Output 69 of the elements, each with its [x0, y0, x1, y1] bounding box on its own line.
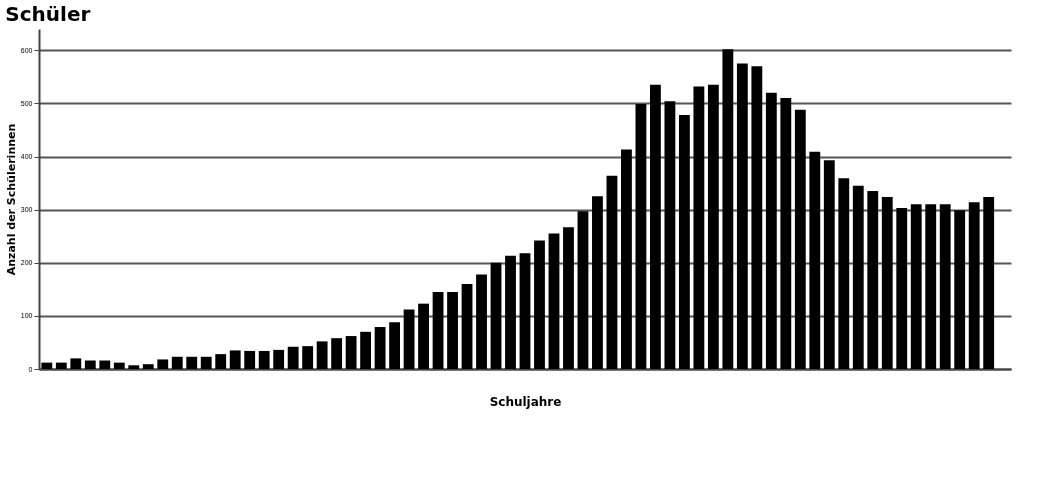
bar	[765, 92, 777, 369]
bar	[925, 204, 937, 369]
bar	[113, 362, 125, 369]
bar	[244, 350, 256, 369]
bar	[476, 274, 487, 369]
bar	[302, 346, 314, 369]
bar	[780, 98, 792, 369]
bar	[374, 327, 386, 369]
bar	[534, 240, 545, 369]
bar	[171, 356, 183, 369]
bar	[563, 227, 574, 369]
bar	[954, 210, 966, 369]
bar	[548, 233, 560, 369]
bar	[55, 362, 67, 369]
bar	[707, 84, 719, 369]
bar	[142, 364, 154, 369]
bar	[345, 336, 357, 369]
bar	[273, 349, 285, 369]
bar	[809, 151, 821, 369]
y-axis-title: Anzahl der Schülerinnen	[4, 123, 18, 276]
bar	[881, 196, 893, 369]
x-axis-title: Schuljahre	[489, 394, 562, 409]
bar	[418, 303, 429, 369]
bar	[331, 338, 343, 369]
bar	[664, 101, 676, 369]
bar	[983, 196, 995, 369]
bar	[461, 284, 473, 369]
bar	[186, 356, 198, 369]
bar	[751, 66, 763, 369]
bar	[447, 291, 458, 369]
bar	[360, 331, 372, 369]
bar	[577, 211, 589, 369]
bar	[200, 356, 212, 369]
bar	[519, 253, 531, 369]
bar	[838, 178, 850, 369]
bar	[215, 354, 227, 369]
bar	[635, 103, 647, 369]
bar	[968, 202, 980, 369]
bar	[505, 255, 516, 369]
bar	[287, 346, 299, 369]
bar	[229, 350, 241, 369]
bar	[157, 359, 169, 369]
bar	[84, 360, 96, 369]
bar	[403, 309, 415, 369]
bar	[678, 115, 690, 369]
bar	[316, 341, 328, 369]
bar	[693, 86, 705, 369]
bar	[490, 262, 502, 369]
bar	[722, 49, 734, 369]
bar	[867, 191, 879, 369]
bar	[389, 322, 401, 369]
bar	[939, 204, 951, 369]
bar	[736, 63, 748, 369]
bar	[794, 109, 806, 369]
bar	[823, 160, 835, 369]
bar	[649, 84, 661, 369]
bar	[621, 149, 632, 369]
bar	[70, 358, 82, 369]
bar	[432, 291, 444, 369]
bar	[128, 365, 140, 369]
chart-title: Schüler	[5, 2, 91, 26]
bar	[41, 362, 53, 369]
bar	[910, 204, 922, 369]
bar	[99, 360, 111, 369]
bar	[896, 208, 908, 369]
bar	[606, 175, 618, 369]
bar	[258, 350, 270, 369]
bar	[592, 196, 603, 369]
bar	[852, 185, 864, 369]
